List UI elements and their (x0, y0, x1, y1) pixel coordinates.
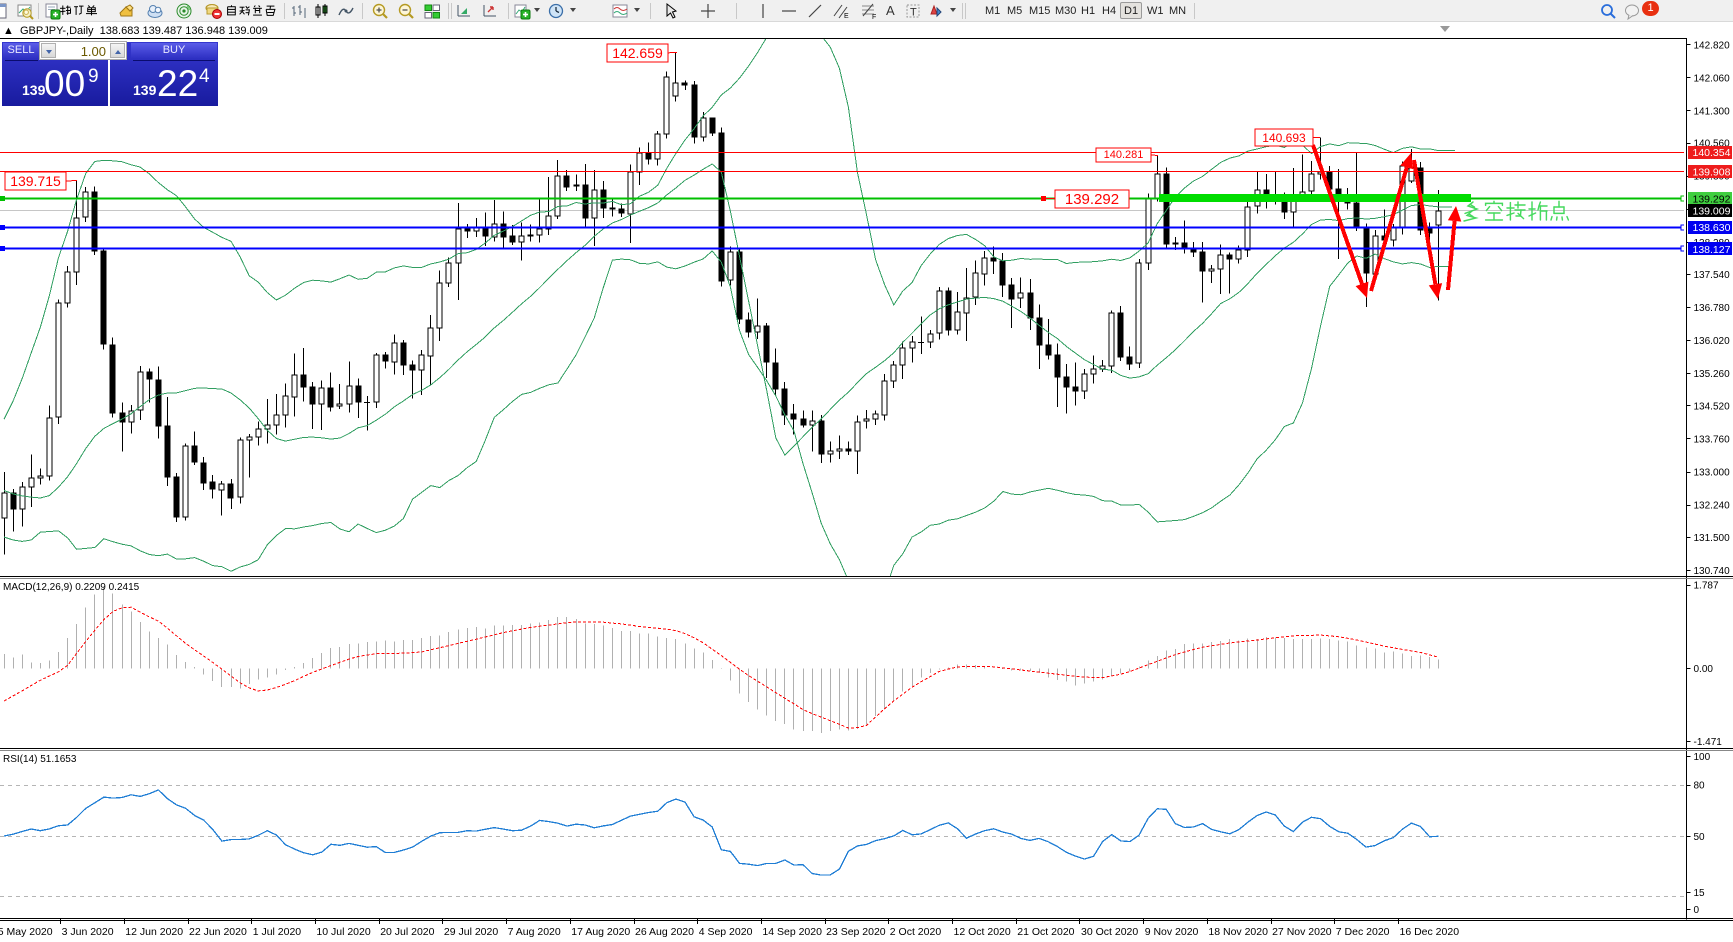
svg-text:MACD(12,26,9) 0.2209 0.2415: MACD(12,26,9) 0.2209 0.2415 (3, 582, 140, 593)
svg-text:15: 15 (1694, 888, 1706, 899)
svg-text:RSI(14) 51.1653: RSI(14) 51.1653 (3, 754, 77, 765)
svg-text:30 Oct 2020: 30 Oct 2020 (1081, 926, 1138, 938)
svg-text:141.300: 141.300 (1694, 107, 1731, 118)
svg-text:139.292: 139.292 (1693, 193, 1731, 205)
svg-text:131.500: 131.500 (1694, 533, 1731, 544)
svg-text:29 Jul 2020: 29 Jul 2020 (444, 926, 498, 938)
svg-text:140.281: 140.281 (1104, 149, 1144, 161)
svg-text:50: 50 (1694, 832, 1706, 843)
svg-text:26 Aug 2020: 26 Aug 2020 (635, 926, 694, 938)
svg-text:142.659: 142.659 (612, 45, 663, 61)
svg-text:16 Dec 2020: 16 Dec 2020 (1400, 926, 1460, 938)
svg-text:132.240: 132.240 (1694, 501, 1731, 512)
svg-text:12 Oct 2020: 12 Oct 2020 (954, 926, 1011, 938)
svg-text:E: E (844, 13, 849, 20)
svg-text:140.693: 140.693 (1262, 131, 1306, 145)
svg-text:100: 100 (1694, 752, 1711, 763)
svg-text:139.292: 139.292 (1065, 191, 1119, 208)
svg-text:12 Jun 2020: 12 Jun 2020 (125, 926, 183, 938)
svg-text:7 Dec 2020: 7 Dec 2020 (1336, 926, 1390, 938)
svg-text:142.060: 142.060 (1694, 73, 1731, 84)
svg-text:138.630: 138.630 (1693, 222, 1731, 234)
svg-text:0: 0 (1694, 905, 1700, 916)
svg-text:142.820: 142.820 (1694, 40, 1731, 51)
svg-text:134.520: 134.520 (1694, 401, 1731, 412)
svg-text:21 Oct 2020: 21 Oct 2020 (1017, 926, 1074, 938)
svg-text:130.740: 130.740 (1694, 566, 1731, 577)
svg-text:136.780: 136.780 (1694, 303, 1731, 314)
svg-text:25 May 2020: 25 May 2020 (0, 926, 53, 938)
svg-text:139.908: 139.908 (1693, 167, 1731, 179)
svg-text:2 Oct 2020: 2 Oct 2020 (890, 926, 942, 938)
svg-text:133.760: 133.760 (1694, 434, 1731, 445)
svg-text:1.787: 1.787 (1694, 581, 1719, 592)
svg-text:0.00: 0.00 (1694, 664, 1714, 675)
svg-text:136.020: 136.020 (1694, 336, 1731, 347)
svg-text:7 Aug 2020: 7 Aug 2020 (508, 926, 561, 938)
svg-text:9 Nov 2020: 9 Nov 2020 (1145, 926, 1199, 938)
svg-text:139.009: 139.009 (1693, 206, 1731, 218)
svg-text:133.000: 133.000 (1694, 468, 1731, 479)
svg-text:14 Sep 2020: 14 Sep 2020 (762, 926, 822, 938)
svg-text:17 Aug 2020: 17 Aug 2020 (571, 926, 630, 938)
svg-text:-1.471: -1.471 (1694, 737, 1723, 748)
svg-text:3 Jun 2020: 3 Jun 2020 (62, 926, 114, 938)
svg-text:F: F (872, 14, 876, 20)
svg-text:1 Jul 2020: 1 Jul 2020 (253, 926, 302, 938)
svg-text:10 Jul 2020: 10 Jul 2020 (316, 926, 370, 938)
svg-text:139.715: 139.715 (10, 173, 61, 189)
svg-text:80: 80 (1694, 781, 1706, 792)
svg-text:18 Nov 2020: 18 Nov 2020 (1208, 926, 1268, 938)
svg-text:T: T (910, 7, 917, 19)
svg-text:20 Jul 2020: 20 Jul 2020 (380, 926, 434, 938)
svg-text:4 Sep 2020: 4 Sep 2020 (699, 926, 753, 938)
svg-text:140.354: 140.354 (1693, 147, 1731, 159)
svg-text:137.540: 137.540 (1694, 270, 1731, 281)
svg-text:22 Jun 2020: 22 Jun 2020 (189, 926, 247, 938)
svg-text:135.260: 135.260 (1694, 369, 1731, 380)
svg-text:23 Sep 2020: 23 Sep 2020 (826, 926, 886, 938)
svg-text:140.560: 140.560 (1694, 139, 1731, 150)
svg-text:138.127: 138.127 (1693, 244, 1731, 256)
svg-text:27 Nov 2020: 27 Nov 2020 (1272, 926, 1332, 938)
